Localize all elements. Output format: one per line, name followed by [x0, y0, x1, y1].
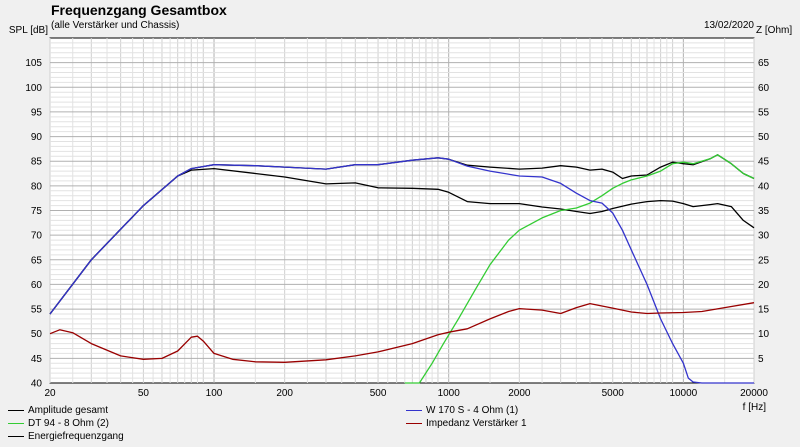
legend-item-dt94: DT 94 - 8 Ohm (2) — [8, 418, 109, 429]
y-tick-label-left: 65 — [31, 255, 43, 266]
y-axis-label-left: SPL [dB] — [9, 25, 48, 36]
legend-item-impedanz: Impedanz Verstärker 1 — [406, 418, 527, 429]
legend-swatch — [8, 410, 24, 411]
x-tick-label: 1000 — [438, 388, 461, 399]
y-tick-label-left: 105 — [25, 58, 42, 69]
y-tick-label-right: 45 — [758, 157, 770, 168]
x-tick-label: 10000 — [669, 388, 697, 399]
legend-swatch — [8, 423, 24, 424]
y-tick-label-right: 65 — [758, 58, 770, 69]
y-tick-label-left: 70 — [31, 231, 43, 242]
x-tick-label: 100 — [206, 388, 223, 399]
y-tick-label-left: 85 — [31, 157, 43, 168]
legend-swatch — [8, 436, 24, 437]
series-lines — [49, 154, 755, 384]
y-tick-label-right: 15 — [758, 305, 770, 316]
y-tick-label-left: 80 — [31, 181, 43, 192]
chart-subtitle: (alle Verstärker und Chassis) — [51, 20, 180, 31]
chart-date: 13/02/2020 — [703, 20, 754, 31]
y-tick-label-left: 100 — [25, 83, 42, 94]
x-tick-label: 2000 — [508, 388, 531, 399]
legend-swatch — [406, 410, 422, 411]
y-tick-label-right: 20 — [758, 280, 770, 291]
y-tick-label-right: 10 — [758, 329, 770, 340]
x-tick-label: 5000 — [602, 388, 625, 399]
y-tick-label-left: 55 — [31, 305, 43, 316]
y-tick-label-right: 40 — [758, 181, 770, 192]
y-tick-label-right: 50 — [758, 132, 770, 143]
x-tick-label: 50 — [138, 388, 150, 399]
y-axis-label-right: Z [Ohm] — [756, 25, 792, 36]
y-tick-label-right: 30 — [758, 231, 770, 242]
x-axis-label: f [Hz] — [743, 402, 767, 413]
legend-item-w170s: W 170 S - 4 Ohm (1) — [406, 405, 518, 416]
y-tick-label-left: 75 — [31, 206, 43, 217]
x-tick-label: 20000 — [740, 388, 768, 399]
y-tick-label-right: 60 — [758, 83, 770, 94]
legend-label: Impedanz Verstärker 1 — [426, 418, 527, 429]
y-tick-label-left: 45 — [31, 354, 43, 365]
legend-label: Energiefrequenzgang — [28, 431, 124, 442]
y-tick-label-right: 55 — [758, 107, 770, 118]
series-line-dt-94-8-ohm-2 — [404, 154, 755, 384]
y-tick-label-left: 40 — [31, 379, 43, 390]
x-tick-label: 20 — [44, 388, 56, 399]
y-tick-label-left: 95 — [31, 107, 43, 118]
tick-labels: 20 50 100 200 500 1000 2000 5000 10000 20000 40 45 5… — [9, 25, 792, 413]
legend-item-energiefrequenzgang: Energiefrequenzgang — [8, 431, 124, 442]
chart-title: Frequenzgang Gesamtbox — [51, 2, 227, 18]
legend-swatch — [406, 423, 422, 424]
series-line-impedanz-verst-rker-1 — [49, 302, 755, 363]
y-tick-label-left: 90 — [31, 132, 43, 143]
series-line-energiefrequenzgang — [49, 167, 755, 315]
x-tick-label: 500 — [370, 388, 387, 399]
y-tick-label-right: 5 — [758, 354, 764, 365]
x-tick-label: 200 — [276, 388, 293, 399]
legend-label: Amplitude gesamt — [28, 405, 109, 416]
y-tick-label-right: 35 — [758, 206, 770, 217]
series-line-w-170-s-4-ohm-1 — [49, 157, 754, 384]
y-tick-label-left: 60 — [31, 280, 43, 291]
legend-label: W 170 S - 4 Ohm (1) — [426, 405, 519, 416]
y-tick-label-left: 50 — [31, 329, 43, 340]
legend-label: DT 94 - 8 Ohm (2) — [28, 418, 109, 429]
y-tick-label-right: 25 — [758, 255, 770, 266]
legend-item-amplitude-gesamt: Amplitude gesamt — [8, 405, 108, 416]
